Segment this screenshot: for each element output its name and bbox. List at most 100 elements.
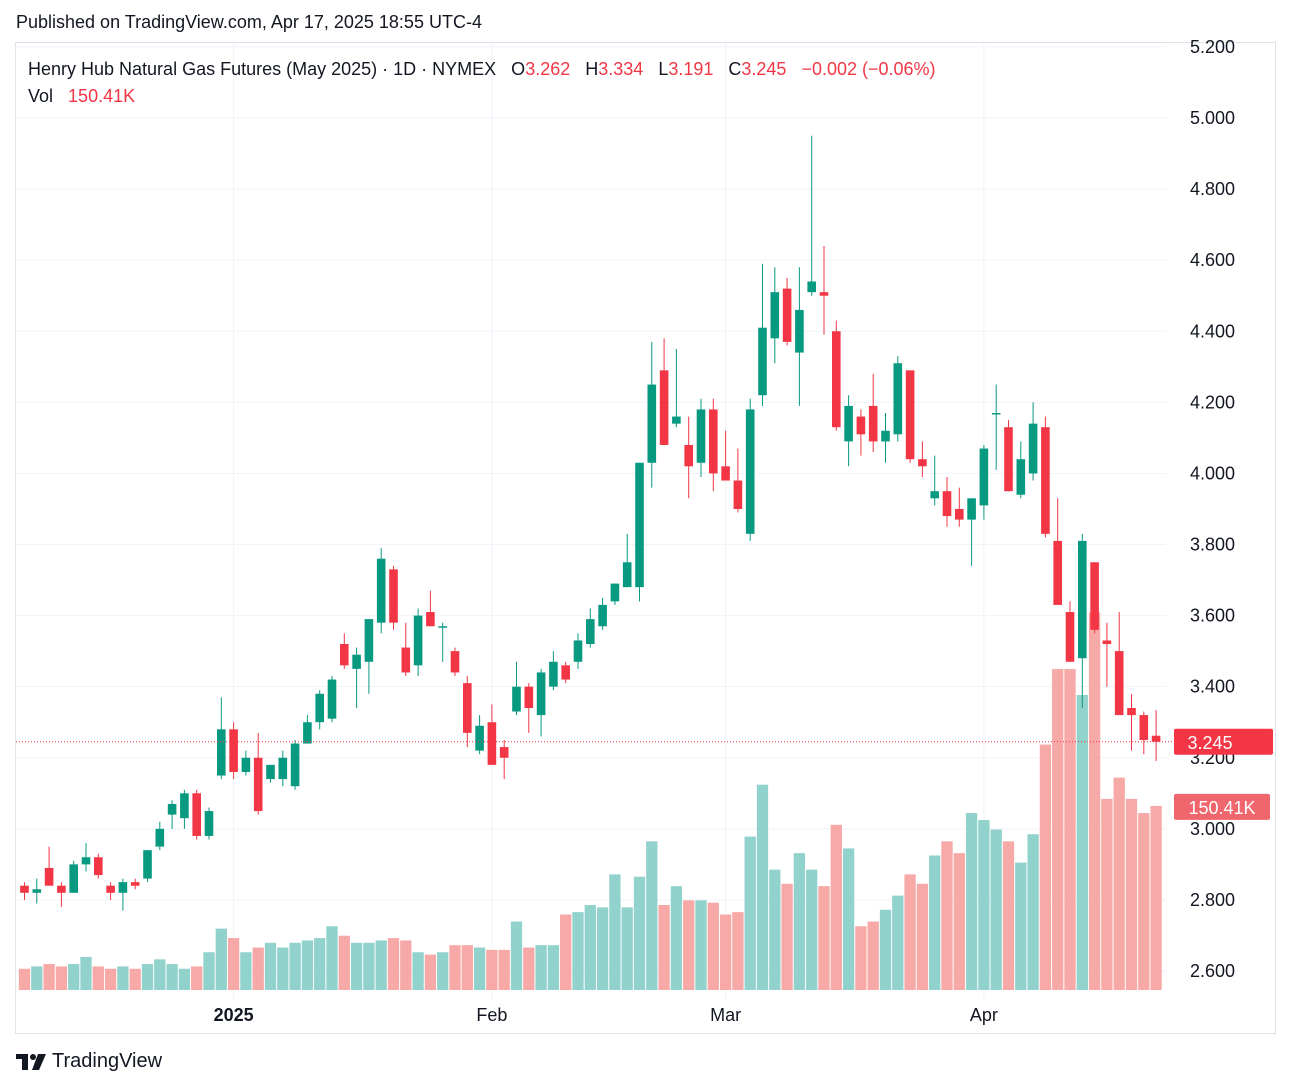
candle-body xyxy=(413,615,423,666)
volume-bar xyxy=(953,853,965,990)
volume-bar xyxy=(621,907,633,990)
volume-bar xyxy=(449,945,461,990)
candle-body xyxy=(376,558,386,623)
y-tick-label: 3.000 xyxy=(1190,819,1235,839)
volume-bar xyxy=(1015,862,1027,990)
volume-bar xyxy=(203,952,215,990)
candle-body xyxy=(204,811,214,836)
y-tick-label: 5.200 xyxy=(1190,37,1235,57)
volume-bar xyxy=(326,926,338,990)
candle-body xyxy=(290,743,300,787)
candle-body xyxy=(586,619,595,645)
candle-body xyxy=(918,459,927,467)
volume-bar xyxy=(904,874,916,990)
candle-body xyxy=(303,722,312,744)
candle-body xyxy=(57,885,66,893)
volume-bar xyxy=(166,964,178,990)
candle-body xyxy=(1151,735,1161,742)
last-price-badge xyxy=(1174,728,1273,755)
time-axis[interactable]: 2025 Feb Mar Apr xyxy=(214,1005,998,1025)
tradingview-logo[interactable]: TradingView xyxy=(16,1050,162,1073)
volume-bar xyxy=(707,902,719,990)
candle-body xyxy=(942,491,952,517)
candle-body xyxy=(364,619,374,662)
x-tick-label: Apr xyxy=(970,1005,998,1025)
candle-body xyxy=(733,480,743,509)
x-tick-label: Mar xyxy=(710,1005,741,1025)
volume-bar xyxy=(646,841,658,990)
candle-body xyxy=(770,292,780,339)
volume-bar xyxy=(633,876,646,990)
volume-bar xyxy=(424,954,437,990)
y-tick-label: 3.600 xyxy=(1190,606,1235,626)
volume-bar xyxy=(818,886,830,990)
volume-bar xyxy=(781,883,793,990)
volume-bar xyxy=(363,942,375,990)
candle-body xyxy=(1127,707,1136,716)
candle-body xyxy=(1102,640,1112,645)
volume-label: Vol xyxy=(28,86,54,106)
y-tick-label: 4.800 xyxy=(1190,179,1235,199)
volume-bar xyxy=(1101,798,1113,990)
volume-bar xyxy=(227,938,240,990)
candle-body xyxy=(512,686,521,712)
volume-bar xyxy=(695,900,707,990)
y-tick-label: 3.400 xyxy=(1190,677,1235,697)
volume-bar xyxy=(264,942,277,990)
candle-body xyxy=(94,857,103,876)
candle-body xyxy=(44,867,54,886)
candle-body xyxy=(1065,612,1075,662)
y-tick-label: 4.200 xyxy=(1190,392,1235,412)
candle-body xyxy=(696,409,706,463)
candle-body xyxy=(955,508,964,520)
candle-body xyxy=(401,647,411,673)
volume-bar xyxy=(400,940,412,990)
candle-body xyxy=(106,885,115,893)
candle-body xyxy=(487,722,497,765)
x-tick-label: Feb xyxy=(476,1005,507,1025)
volume-bar xyxy=(437,952,449,990)
candle-body xyxy=(807,281,816,293)
volume-bar xyxy=(1125,798,1138,990)
volume-bar xyxy=(80,956,92,990)
close-value: 3.245 xyxy=(741,59,787,79)
price-axis[interactable]: 2.6002.8003.0003.2003.4003.6003.8004.000… xyxy=(1190,37,1235,981)
candle-body xyxy=(155,828,165,847)
candle-body xyxy=(327,679,337,719)
candle-body xyxy=(684,444,693,467)
volume-bar xyxy=(117,966,129,990)
volume-bar xyxy=(55,966,68,990)
candle-body xyxy=(266,764,275,780)
candle-body xyxy=(192,793,201,836)
candle-body xyxy=(180,793,189,819)
volume-bar xyxy=(104,968,117,990)
candle-body xyxy=(524,686,534,708)
volume-bar xyxy=(719,914,732,990)
y-tick-label: 4.000 xyxy=(1190,463,1235,483)
chart-legend: Henry Hub Natural Gas Futures (May 2025)… xyxy=(28,56,936,110)
y-tick-label: 5.000 xyxy=(1190,108,1235,128)
chart-frame[interactable] xyxy=(15,42,1276,1034)
candle-body xyxy=(450,651,460,673)
volume-bar xyxy=(129,968,141,990)
volume-bar xyxy=(1088,612,1101,990)
volume-bar xyxy=(879,909,892,990)
low-value: 3.191 xyxy=(668,59,714,79)
last-price-label: 3.245 xyxy=(1187,733,1232,753)
candle-body xyxy=(1078,540,1087,659)
volume-bar xyxy=(965,813,978,990)
candle-body xyxy=(20,885,29,893)
open-label: O xyxy=(511,59,526,79)
volume-bar xyxy=(1113,777,1125,990)
volume-value: 150.41K xyxy=(68,86,136,106)
candle-body xyxy=(69,864,78,893)
volume-bar xyxy=(314,938,326,990)
volume-bar xyxy=(670,886,683,990)
volume-bar xyxy=(990,829,1002,990)
candle-body xyxy=(1053,540,1062,605)
last-volume-badge xyxy=(1174,793,1270,820)
volume-bar xyxy=(744,836,756,990)
candle-body xyxy=(659,370,669,445)
last-price-overlay: 3.245 150.41K xyxy=(16,728,1273,820)
